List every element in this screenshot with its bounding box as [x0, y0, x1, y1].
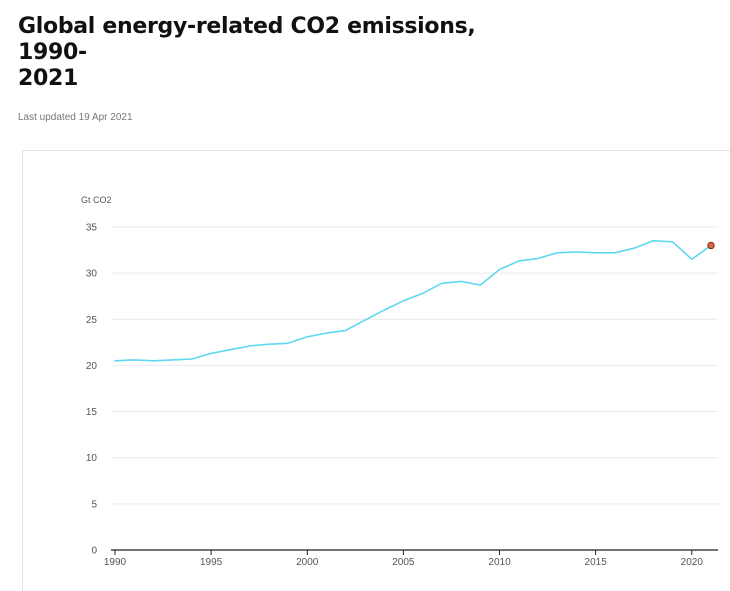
data-point[interactable]	[207, 349, 215, 357]
y-tick-label: 30	[86, 269, 98, 280]
x-tick-label: 2020	[681, 557, 704, 568]
x-tick-label: 1990	[104, 557, 127, 568]
data-point[interactable]	[572, 248, 580, 256]
data-point[interactable]	[188, 355, 196, 363]
grid-layer	[111, 226, 718, 505]
series-layer	[111, 237, 715, 365]
chart-title-line2: 2021	[18, 66, 79, 91]
data-point[interactable]	[130, 356, 138, 364]
data-point[interactable]	[419, 289, 427, 297]
data-point[interactable]	[649, 237, 657, 245]
y-tick-label: 10	[86, 453, 98, 464]
data-point[interactable]	[611, 249, 619, 257]
data-point[interactable]	[322, 329, 330, 337]
data-point[interactable]	[669, 238, 677, 246]
chart-title-line1: Global energy-related CO2 emissions, 199…	[18, 14, 476, 65]
latest-value-marker[interactable]	[707, 241, 715, 250]
data-point[interactable]	[284, 339, 292, 347]
y-axis-unit-label: Gt CO2	[81, 195, 112, 205]
data-point[interactable]	[592, 249, 600, 257]
data-point[interactable]	[149, 357, 157, 365]
x-tick-label: 2005	[392, 557, 415, 568]
last-updated-text: Last updated 19 Apr 2021	[18, 112, 133, 123]
data-point[interactable]	[630, 244, 638, 252]
x-tick-label: 2015	[585, 557, 608, 568]
y-tick-label: 35	[86, 223, 98, 234]
data-point[interactable]	[553, 249, 561, 257]
chart-title: Global energy-related CO2 emissions, 199…	[18, 14, 538, 92]
y-tick-label: 15	[86, 407, 98, 418]
x-tick-label: 2010	[488, 557, 511, 568]
data-point[interactable]	[496, 265, 504, 273]
x-tick-label: 2000	[296, 557, 319, 568]
data-point[interactable]	[111, 357, 119, 365]
data-point[interactable]	[361, 316, 369, 324]
data-point[interactable]	[438, 279, 446, 287]
data-point[interactable]	[265, 340, 273, 348]
data-point[interactable]	[226, 346, 234, 354]
y-tick-label: 25	[86, 315, 98, 326]
data-point[interactable]	[246, 342, 254, 350]
data-point[interactable]	[303, 333, 311, 341]
x-tick-label: 1995	[200, 557, 223, 568]
data-point[interactable]	[688, 255, 696, 263]
emissions-series-line	[114, 240, 712, 362]
data-point[interactable]	[476, 281, 484, 289]
data-point[interactable]	[534, 254, 542, 262]
data-point[interactable]	[169, 356, 177, 364]
data-point[interactable]	[380, 306, 388, 314]
y-tick-label: 0	[91, 546, 97, 557]
y-tick-label: 20	[86, 361, 98, 372]
chart-header: Global energy-related CO2 emissions, 199…	[18, 14, 538, 123]
data-point[interactable]	[399, 297, 407, 305]
chart-card	[22, 150, 730, 591]
y-tick-label: 5	[91, 499, 97, 510]
data-point[interactable]	[515, 257, 523, 265]
data-point[interactable]	[342, 326, 350, 334]
data-point[interactable]	[457, 277, 465, 285]
axis-layer: 0 5 10 15 20 25 30 35 1990 1995 2000 2005 2010 2015 20…	[86, 223, 718, 568]
